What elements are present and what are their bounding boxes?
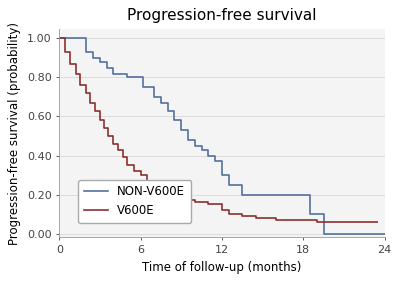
Line: NON-V600E: NON-V600E [59, 38, 384, 233]
NON-V600E [199, 148, 204, 151]
NON-V600E [172, 119, 177, 122]
V600E [145, 173, 150, 177]
NON-V600E [104, 66, 109, 69]
V600E [125, 156, 130, 159]
NON-V600E [111, 72, 116, 75]
NON-V600E [91, 56, 96, 60]
NON-V600E [172, 109, 177, 112]
NON-V600E [165, 109, 170, 112]
V600E [314, 218, 319, 222]
V600E [98, 109, 102, 112]
NON-V600E [104, 60, 109, 63]
NON-V600E [226, 183, 231, 186]
Line: V600E: V600E [59, 38, 378, 222]
NON-V600E [141, 85, 146, 89]
NON-V600E [206, 148, 211, 151]
NON-V600E [158, 95, 163, 99]
NON-V600E [321, 212, 326, 216]
NON-V600E [152, 85, 156, 89]
NON-V600E [152, 95, 156, 99]
V600E [57, 37, 62, 40]
NON-V600E [308, 212, 312, 216]
NON-V600E [220, 173, 224, 177]
V600E [375, 220, 380, 224]
NON-V600E [98, 56, 102, 60]
NON-V600E [84, 50, 89, 54]
NON-V600E [158, 101, 163, 105]
NON-V600E [240, 183, 245, 186]
Y-axis label: Progression-free survival (probability): Progression-free survival (probability) [8, 21, 21, 244]
NON-V600E [98, 60, 102, 63]
V600E [240, 212, 245, 216]
NON-V600E [213, 154, 218, 157]
NON-V600E [213, 160, 218, 163]
NON-V600E [192, 144, 197, 147]
X-axis label: Time of follow-up (months): Time of follow-up (months) [142, 261, 302, 274]
NON-V600E [186, 138, 190, 142]
NON-V600E [220, 160, 224, 163]
NON-V600E [186, 128, 190, 132]
NON-V600E [84, 37, 89, 40]
V600E [314, 220, 319, 224]
NON-V600E [226, 173, 231, 177]
NON-V600E [179, 119, 184, 122]
NON-V600E [125, 76, 130, 79]
Legend: NON-V600E, V600E: NON-V600E, V600E [78, 180, 191, 223]
NON-V600E [199, 144, 204, 147]
V600E [106, 127, 110, 130]
NON-V600E [382, 232, 387, 235]
NON-V600E [57, 37, 62, 40]
NON-V600E [192, 138, 197, 142]
NON-V600E [91, 50, 96, 54]
NON-V600E [141, 76, 146, 79]
NON-V600E [321, 232, 326, 235]
Title: Progression-free survival: Progression-free survival [127, 8, 317, 23]
NON-V600E [240, 193, 245, 196]
NON-V600E [179, 128, 184, 132]
NON-V600E [206, 154, 211, 157]
NON-V600E [308, 193, 312, 196]
NON-V600E [165, 101, 170, 105]
NON-V600E [125, 72, 130, 75]
NON-V600E [111, 66, 116, 69]
